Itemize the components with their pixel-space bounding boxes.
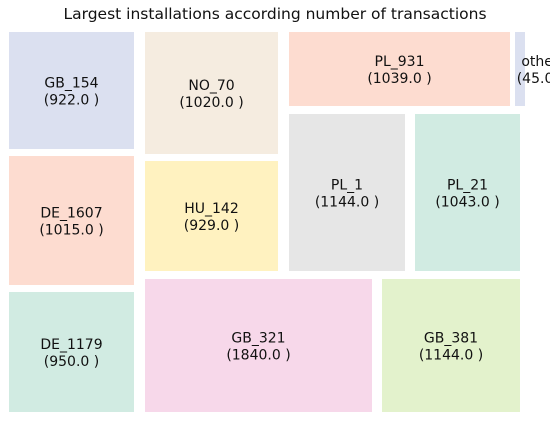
treemap-label: PL_21 bbox=[447, 178, 488, 194]
treemap-rect bbox=[382, 279, 520, 412]
treemap-value-label: (929.0 ) bbox=[184, 218, 239, 234]
treemap-rect bbox=[145, 32, 278, 154]
treemap-value-label: (1144.0 ) bbox=[315, 195, 379, 211]
treemap-tile-gb-381: GB_381(1144.0 ) bbox=[382, 279, 520, 412]
treemap-rect bbox=[289, 32, 510, 106]
treemap-rect bbox=[9, 32, 134, 149]
treemap-value-label: (1144.0 ) bbox=[419, 348, 483, 364]
treemap-label: PL_931 bbox=[375, 54, 425, 70]
treemap-value-label: (1039.0 ) bbox=[367, 71, 431, 87]
treemap-tile-hu-142: HU_142(929.0 ) bbox=[145, 161, 278, 271]
treemap-tile-no-70: NO_70(1020.0 ) bbox=[145, 32, 278, 154]
treemap-tile-de-1607: DE_1607(1015.0 ) bbox=[9, 156, 134, 285]
treemap-value-label: (1043.0 ) bbox=[435, 195, 499, 211]
treemap-tile-de-1179: DE_1179(950.0 ) bbox=[9, 292, 134, 412]
treemap-label: GB_321 bbox=[231, 331, 285, 347]
treemap-rect bbox=[9, 156, 134, 285]
treemap-label: DE_1179 bbox=[40, 337, 102, 353]
treemap-label: NO_70 bbox=[188, 78, 234, 94]
treemap-value-label: (45.0 ) bbox=[517, 71, 550, 87]
treemap-rect bbox=[415, 114, 520, 271]
treemap-value-label: (1020.0 ) bbox=[179, 95, 243, 111]
treemap-tile-pl-931: PL_931(1039.0 ) bbox=[289, 32, 510, 106]
treemap-rect bbox=[145, 279, 372, 412]
treemap-label: PL_1 bbox=[331, 178, 363, 194]
treemap-value-label: (950.0 ) bbox=[44, 354, 99, 370]
treemap-tile-pl-21: PL_21(1043.0 ) bbox=[415, 114, 520, 271]
treemap-tile-pl-1: PL_1(1144.0 ) bbox=[289, 114, 405, 271]
treemap-label: GB_381 bbox=[424, 331, 478, 347]
treemap-label: GB_154 bbox=[44, 76, 98, 92]
treemap-label: DE_1607 bbox=[40, 206, 102, 222]
treemap-label: other bbox=[521, 54, 550, 70]
treemap-rect bbox=[289, 114, 405, 271]
treemap-value-label: (1840.0 ) bbox=[226, 348, 290, 364]
treemap-rect bbox=[145, 161, 278, 271]
treemap-value-label: (922.0 ) bbox=[44, 93, 99, 109]
treemap-tile-gb-154: GB_154(922.0 ) bbox=[9, 32, 134, 149]
treemap-value-label: (1015.0 ) bbox=[39, 223, 103, 239]
treemap-tile-other: other(45.0 ) bbox=[515, 32, 550, 106]
treemap-tile-gb-321: GB_321(1840.0 ) bbox=[145, 279, 372, 412]
chart-title: Largest installations according number o… bbox=[63, 5, 487, 23]
treemap-label: HU_142 bbox=[184, 201, 239, 217]
treemap-rect bbox=[515, 32, 525, 106]
treemap-rect bbox=[9, 292, 134, 412]
